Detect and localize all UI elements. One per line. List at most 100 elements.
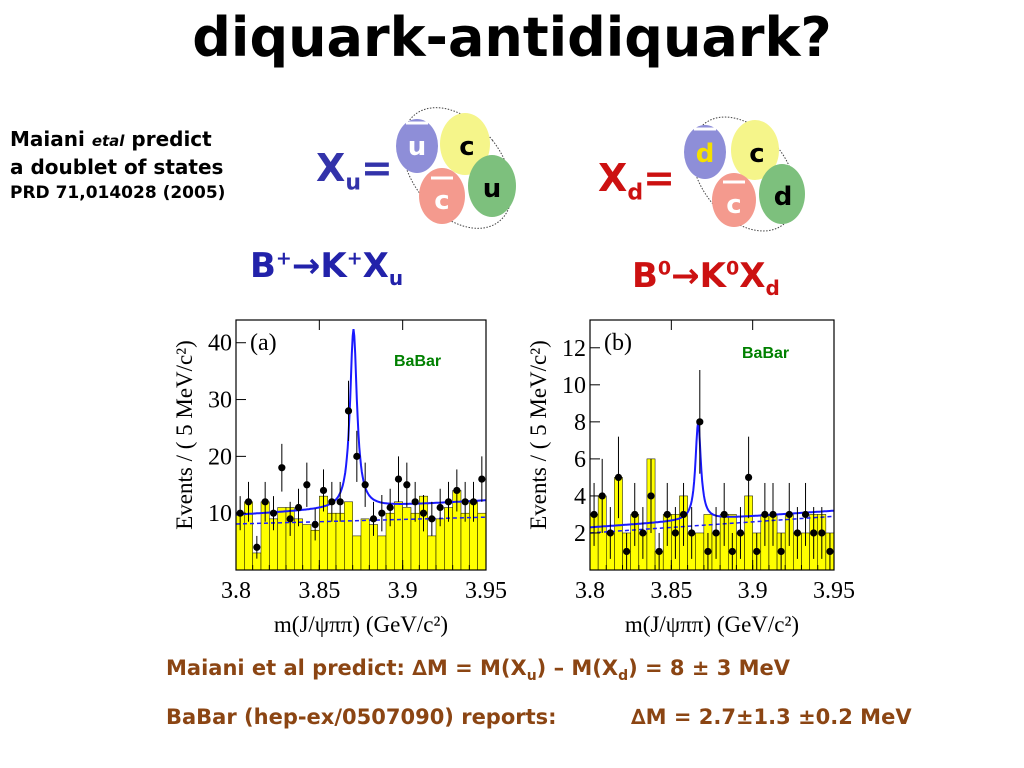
- data-point: [436, 503, 444, 512]
- data-point: [745, 473, 753, 482]
- xu-label: Xu=: [316, 146, 393, 196]
- x-tick-label: 3.85: [650, 578, 692, 604]
- background-fit-dashed: [589, 515, 835, 534]
- y-tick-label: 8: [574, 410, 586, 436]
- data-point: [688, 529, 696, 537]
- histogram-bar: [402, 507, 412, 571]
- signal-fit-curve: [590, 421, 834, 529]
- xd-dbar-blob: [684, 125, 726, 179]
- histogram-bar: [394, 501, 403, 571]
- histogram-bar: [277, 507, 287, 571]
- data-point: [294, 503, 303, 512]
- xu-ubar-blob: [396, 119, 438, 173]
- data-point: [244, 498, 253, 506]
- plot-frame: [589, 319, 835, 571]
- data-point: [303, 481, 311, 489]
- data-point: [712, 529, 720, 537]
- histogram-bar: [344, 501, 353, 571]
- data-point: [469, 498, 478, 506]
- data-point: [655, 547, 663, 556]
- data-point: [696, 418, 704, 426]
- data-point: [736, 529, 745, 537]
- xd-cbar-blob: [712, 173, 756, 227]
- histogram-bar: [477, 512, 487, 571]
- xd-quark-d: d: [774, 182, 793, 212]
- data-point: [728, 547, 736, 556]
- measurement-value: ∆M = 2.7±1.3 ±0.2 MeV: [631, 705, 912, 729]
- y-tick-label: 10: [562, 373, 586, 399]
- data-point: [269, 509, 278, 517]
- data-point: [286, 515, 294, 523]
- plot-frame: [235, 319, 487, 571]
- x-tick-label: 3.95: [465, 578, 507, 604]
- data-point: [663, 510, 671, 519]
- y-tick-label: 20: [208, 444, 232, 470]
- data-point: [793, 529, 801, 537]
- data-point: [810, 529, 818, 537]
- y-tick-label: 4: [574, 484, 586, 510]
- histogram-bar: [294, 518, 303, 571]
- histogram-bar: [695, 532, 705, 571]
- data-point: [679, 510, 688, 519]
- xu-quark-c: c: [459, 132, 474, 162]
- y-tick-label: 12: [562, 336, 586, 362]
- data-point: [614, 473, 623, 482]
- x-tick-label: 3.8: [221, 578, 251, 604]
- data-point: [623, 547, 631, 556]
- xd-label: Xd=: [598, 156, 675, 206]
- data-point: [253, 543, 261, 551]
- x-tick-label: 3.8: [575, 578, 605, 604]
- x-axis-label: m(J/ψππ) (GeV/c²): [274, 612, 448, 637]
- x-tick-label: 3.85: [298, 578, 340, 604]
- data-point: [647, 492, 655, 500]
- data-point: [671, 529, 679, 537]
- prediction-line: Maiani et al predict: ∆M = M(Xu) – M(Xd)…: [166, 656, 791, 685]
- data-point: [428, 515, 436, 523]
- x-tick-label: 3.95: [813, 578, 855, 604]
- data-point: [403, 481, 411, 489]
- histogram-bar: [377, 535, 387, 571]
- y-tick-label: 2: [574, 521, 586, 547]
- histogram-bar: [427, 535, 437, 571]
- data-point: [777, 547, 785, 556]
- data-point: [761, 510, 769, 519]
- y-tick-label: 10: [208, 501, 232, 527]
- y-axis-label: Events / ( 5 MeV/c²): [172, 340, 197, 530]
- data-point: [394, 475, 403, 483]
- panel-label: (a): [250, 330, 277, 356]
- histogram-bar: [360, 518, 370, 571]
- data-point: [639, 529, 647, 537]
- data-point: [278, 464, 286, 472]
- data-point: [344, 407, 353, 415]
- data-point: [311, 520, 319, 529]
- data-point: [361, 481, 369, 489]
- xd-c-blob: [731, 120, 779, 180]
- data-point: [590, 510, 598, 519]
- data-point: [369, 515, 378, 523]
- data-point: [704, 547, 712, 556]
- xd-quark-c: c: [749, 139, 764, 169]
- side-note-line2: a doublet of states: [10, 155, 224, 179]
- xu-quark-diagram: u c c u: [396, 107, 516, 229]
- x-axis-label: m(J/ψππ) (GeV/c²): [625, 612, 799, 637]
- xu-quark-cbar: c: [434, 186, 449, 216]
- xu-quark-u: u: [483, 174, 502, 204]
- y-tick-label: 30: [208, 388, 232, 414]
- xu-cbar-blob: [419, 168, 465, 224]
- chart-b: 3.8 3.85 3.9 3.95 2 4 6 8 10 12 Events / ( 5 MeV/c…: [526, 319, 855, 637]
- data-point: [328, 498, 336, 506]
- data-point: [336, 498, 344, 506]
- data-point: [598, 492, 606, 500]
- data-point: [461, 498, 469, 506]
- side-note-reference: PRD 71,014028 (2005): [10, 183, 226, 203]
- data-point: [785, 510, 793, 519]
- histogram-bar: [435, 518, 445, 571]
- data-point: [801, 510, 810, 519]
- data-point: [319, 486, 328, 495]
- xu-quark-ubar: u: [408, 132, 427, 162]
- y-tick-label: 40: [208, 331, 232, 357]
- data-point: [386, 503, 394, 512]
- page-title: diquark-antidiquark?: [192, 6, 832, 69]
- babar-label: BaBar: [394, 353, 441, 370]
- decay-charged: B+→K+Xu: [250, 246, 404, 290]
